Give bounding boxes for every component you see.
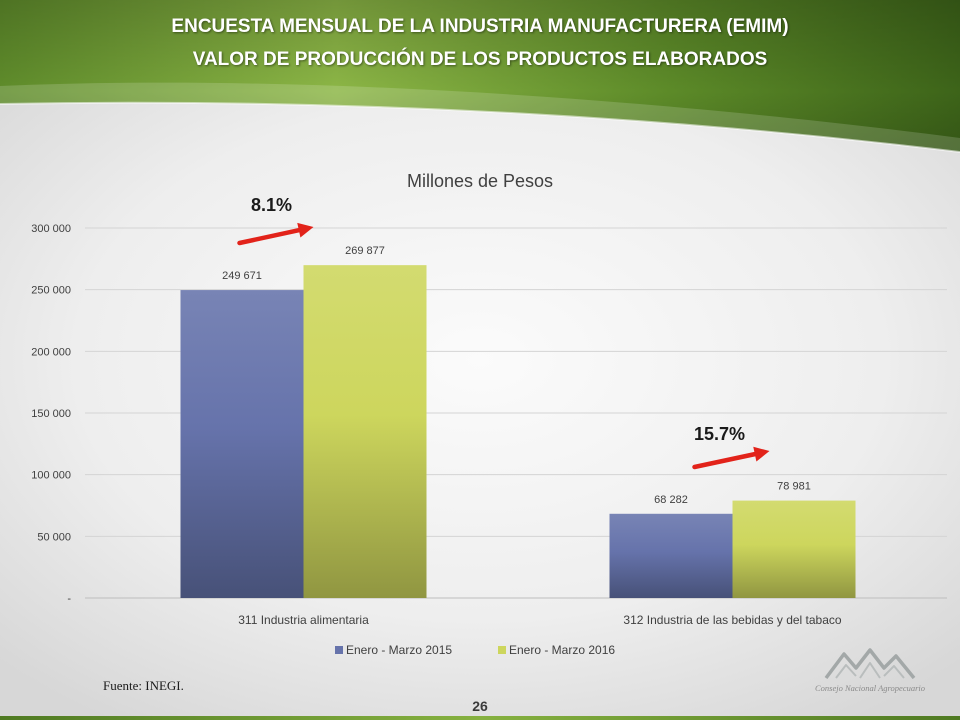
data-label: 78 981 [777,481,811,493]
y-tick-label: - [67,593,71,605]
growth-arrow-head [297,222,314,238]
growth-annotations: 8.1% 15.7% [237,195,770,470]
source-note: Fuente: INEGI. [103,678,184,693]
growth-arrow-head [753,446,770,462]
y-tick-label: 150 000 [31,408,71,420]
legend-swatch [335,646,343,654]
banner-edge [0,101,960,153]
growth-annotation-label: 15.7% [694,424,745,444]
banner-shading [0,0,960,152]
bar [609,513,733,598]
legend: Enero - Marzo 2015 Enero - Marzo 2016 [335,643,615,657]
legend-label: Enero - Marzo 2016 [509,643,615,657]
y-axis: - 50 000 100 000 150 000 200 000 250 000 300 0… [31,223,71,605]
slide-subtitle: VALOR DE PRODUCCIÓN DE LOS PRODUCTOS ELA… [192,49,768,70]
page-number: 26 [472,698,488,714]
legend-item: Enero - Marzo 2015 [335,643,452,657]
x-axis: 311 Industria alimentaria 312 Industria d… [238,613,842,627]
bars [180,265,856,598]
bar [303,265,427,598]
cna-logo: Consejo Nacional Agropecuario [815,648,925,693]
header-banner [0,0,960,153]
logo-text: Consejo Nacional Agropecuario [815,683,925,693]
growth-arrow [237,227,302,246]
y-tick-label: 200 000 [31,346,71,358]
x-tick-label: 311 Industria alimentaria [238,613,369,627]
growth-arrow [692,451,758,470]
legend-item: Enero - Marzo 2016 [498,643,615,657]
y-tick-label: 50 000 [37,531,71,543]
bar [180,290,304,598]
growth-annotation: 15.7% [692,424,770,470]
logo-mountains-icon [824,648,916,680]
data-labels: 249 671 269 877 68 282 78 981 [222,245,811,506]
x-tick-label: 312 Industria de las bebidas y del tabac… [623,613,841,627]
chart-title: Millones de Pesos [407,171,553,191]
data-label: 249 671 [222,270,262,282]
legend-label: Enero - Marzo 2015 [346,643,452,657]
bar [732,500,856,598]
y-tick-label: 250 000 [31,285,71,297]
data-label: 68 282 [654,494,688,506]
y-tick-label: 100 000 [31,470,71,482]
y-tick-label: 300 000 [31,223,71,235]
legend-swatch [498,646,506,654]
data-label: 269 877 [345,245,385,257]
logo-mountains-inner-icon [835,662,905,679]
banner-highlight [0,82,960,152]
slide-title: ENCUESTA MENSUAL DE LA INDUSTRIA MANUFAC… [171,16,789,37]
growth-annotation: 8.1% [237,195,314,246]
growth-annotation-label: 8.1% [251,195,292,215]
bottom-band [0,716,960,720]
